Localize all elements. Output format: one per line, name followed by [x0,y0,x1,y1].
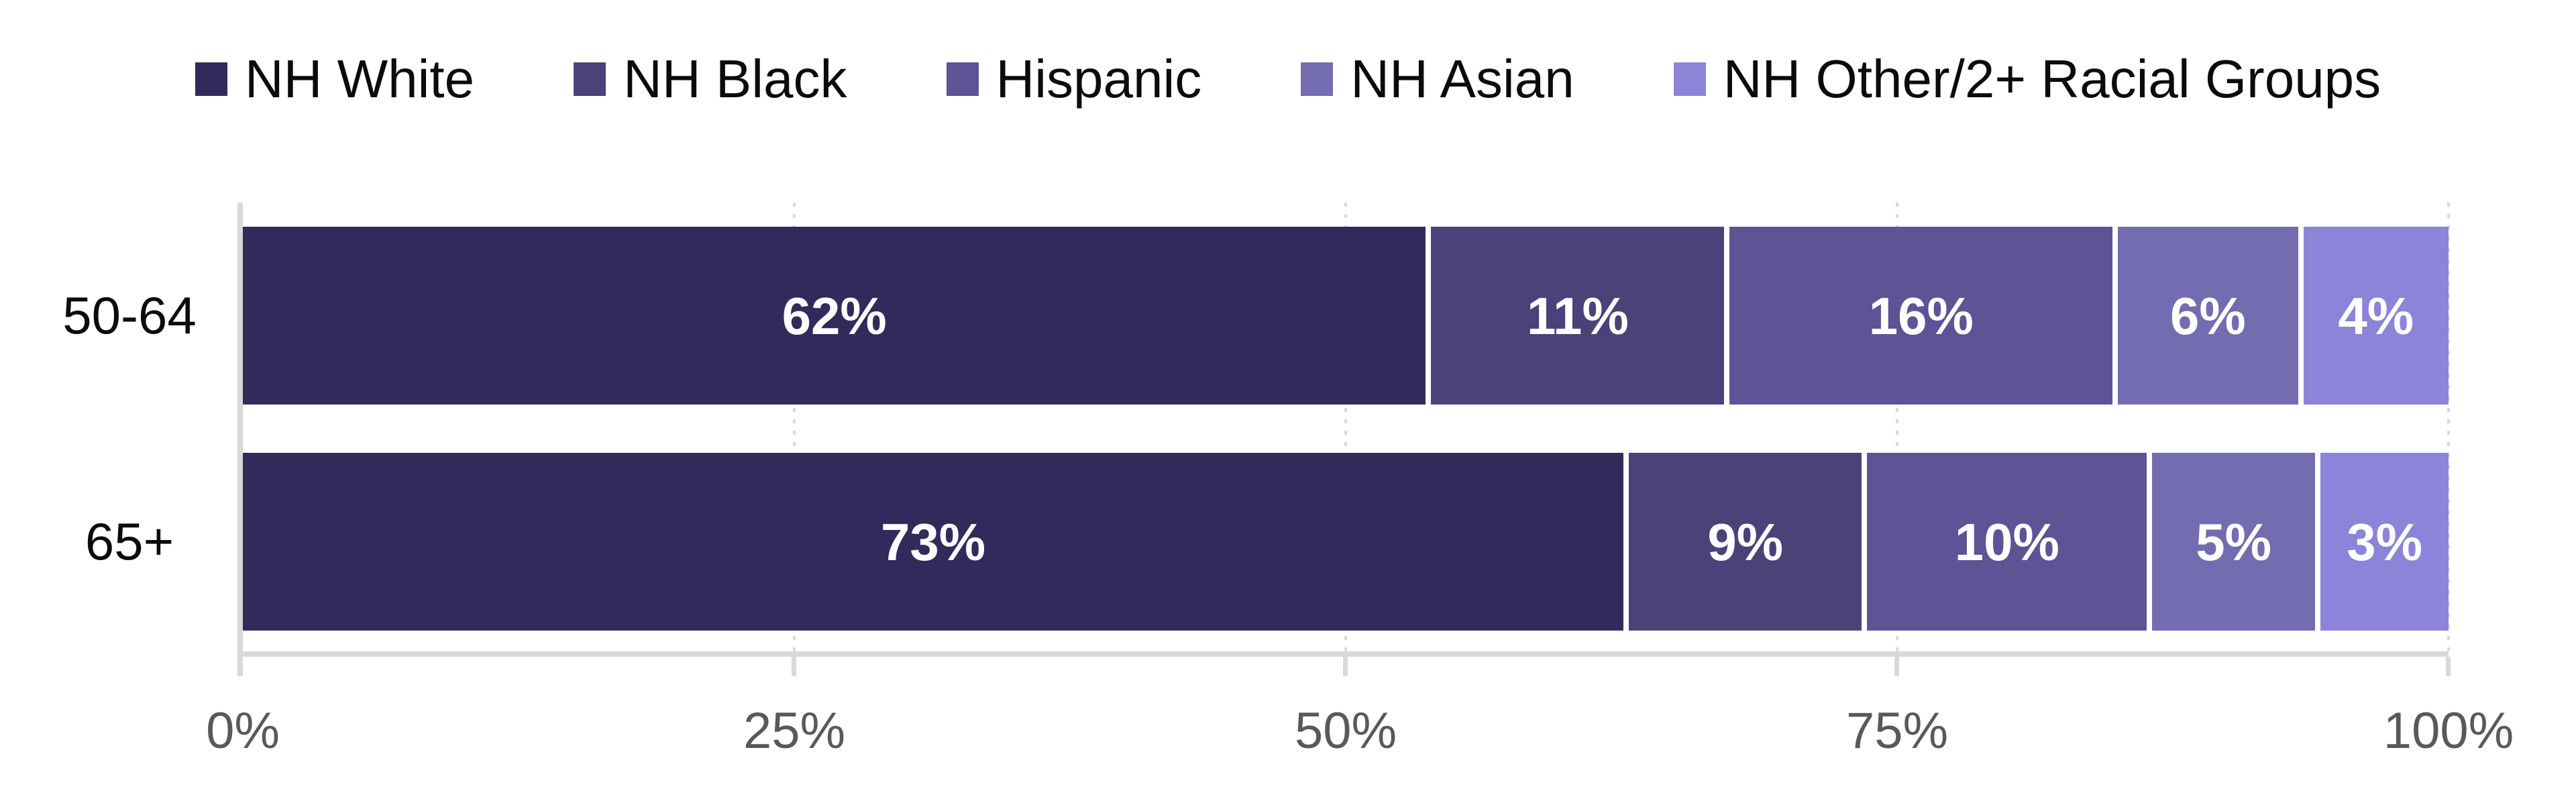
x-axis-label-25: 25% [743,702,846,759]
x-axis-line [237,651,2449,657]
x-axis-tick-25 [792,657,796,676]
segment-value-label: 11% [1526,286,1629,345]
x-axis-tick-75 [1894,657,1899,676]
chart-legend: NH White NH Black Hispanic NH Asian NH Other… [0,52,2576,106]
x-axis-tick-100 [2446,657,2451,676]
legend-swatch-icon [946,62,979,96]
legend-item-nh-white[interactable]: NH White [195,52,474,106]
legend-label: NH Asian [1350,49,1574,109]
segment-value-label: 16% [1868,286,1974,345]
y-axis-line [237,203,243,676]
legend-item-nh-other-2-racial-groups[interactable]: NH Other/2+ Racial Groups [1673,49,2381,109]
segment-value-label: 6% [2170,286,2246,345]
plot-area: 62% 11% 16% 6% 4% 73% 9% 10% 5% 3% [243,203,2450,656]
legend-swatch-icon [574,62,606,96]
segment-value-label: 3% [2347,512,2422,572]
x-axis-label-0: 0% [206,702,280,759]
x-axis-label-75: 75% [1845,702,1949,759]
gridline-75 [1896,203,1898,656]
gridline-100 [2447,203,2450,656]
bar-50-64: 62% 11% 16% 6% 4% [243,227,2449,405]
legend-item-nh-asian[interactable]: NH Asian [1301,52,1574,106]
category-label-50-64: 50-64 [62,286,197,345]
x-axis-tick-50 [1343,657,1348,676]
segment-50-64-nh-black[interactable]: 11% [1431,227,1725,405]
segment-65-hispanic[interactable]: 10% [1867,453,2147,631]
segment-50-64-hispanic[interactable]: 16% [1729,227,2113,405]
legend-swatch-icon [195,62,227,96]
legend-item-nh-black[interactable]: NH Black [574,52,847,106]
segment-65-nh-white[interactable]: 73% [243,453,1624,631]
segment-value-label: 62% [782,286,887,345]
segment-value-label: 10% [1954,512,2059,572]
legend-item-hispanic[interactable]: Hispanic [946,49,1202,109]
legend-label: NH Black [623,49,847,109]
segment-65-nh-asian[interactable]: 5% [2152,453,2316,631]
segment-value-label: 5% [2196,512,2271,572]
legend-label: NH White [244,49,475,109]
legend-label: NH Other/2+ Racial Groups [1723,49,2381,109]
gridline-25 [793,203,796,656]
segment-value-label: 73% [881,512,986,572]
legend-swatch-icon [1673,62,1706,96]
segment-50-64-nh-asian[interactable]: 6% [2118,227,2298,405]
segment-value-label: 4% [2338,286,2414,345]
category-label-65: 65+ [85,512,174,571]
bar-65: 73% 9% 10% 5% 3% [243,453,2449,631]
gridline-50 [1344,203,1347,656]
x-axis-label-100: 100% [2383,702,2514,759]
legend-swatch-icon [1301,62,1334,96]
segment-65-nh-other-2-racial-groups[interactable]: 3% [2320,453,2449,631]
segment-65-nh-black[interactable]: 9% [1629,453,1862,631]
x-axis-label-50: 50% [1294,702,1397,759]
segment-50-64-nh-other-2-racial-groups[interactable]: 4% [2303,227,2449,405]
segment-value-label: 9% [1707,512,1784,572]
segment-50-64-nh-white[interactable]: 62% [243,227,1426,405]
legend-label: Hispanic [996,49,1202,109]
